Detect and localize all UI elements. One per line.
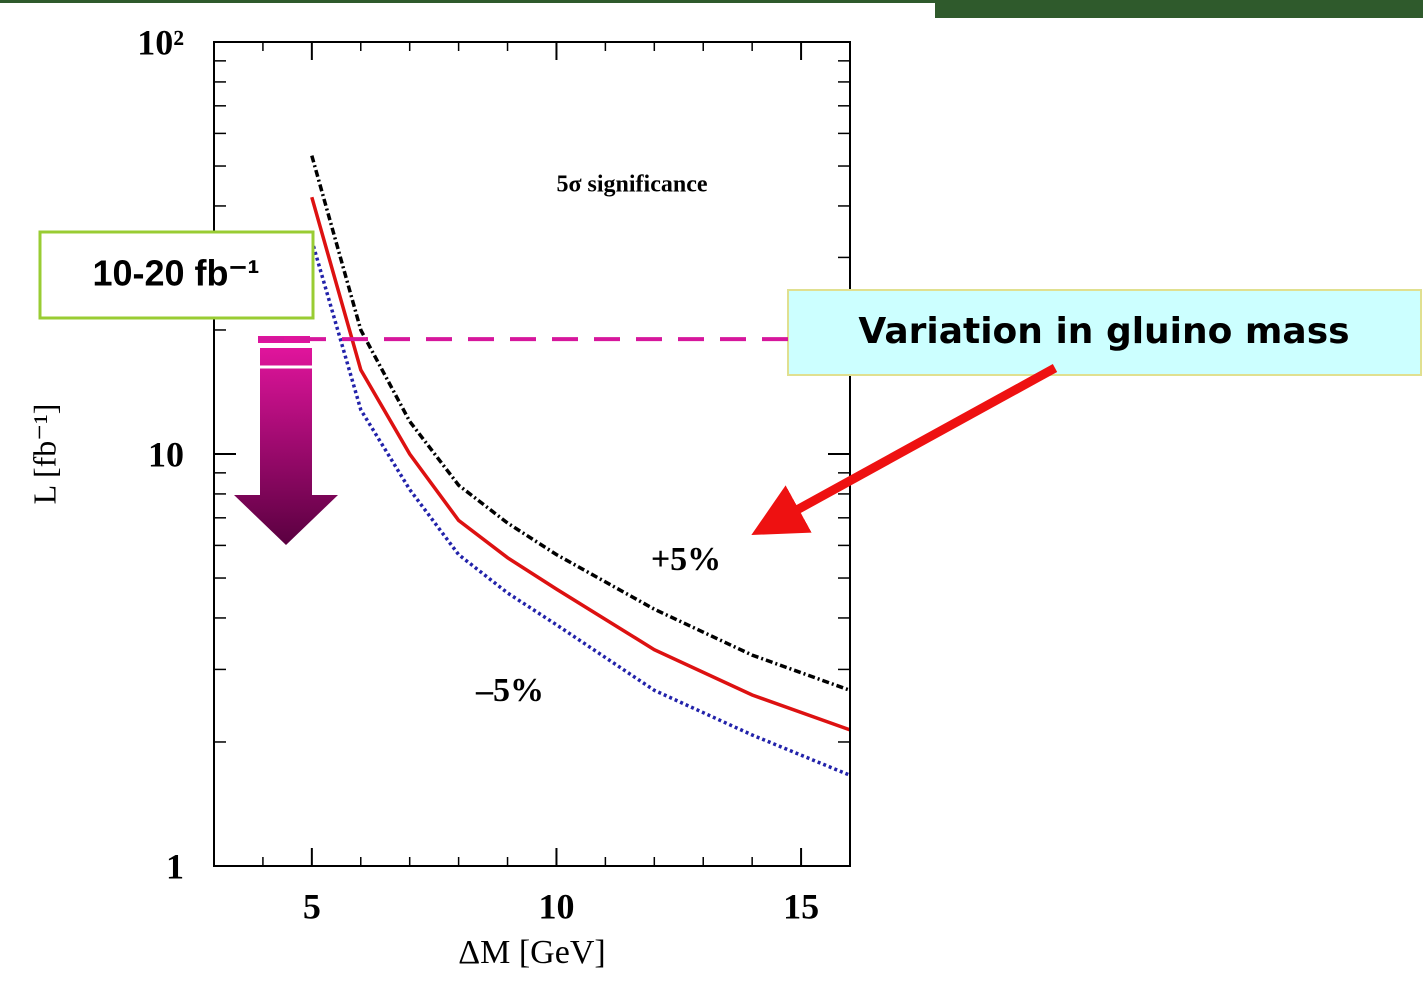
callout-text: Variation in gluino mass (858, 311, 1349, 352)
y-tick-label: 1 (166, 846, 184, 886)
callout-arrow (751, 364, 1058, 536)
callout-box (787, 289, 1422, 376)
y-tick-label: 10² (137, 22, 184, 62)
x-axis-label: ΔM [GeV] (458, 934, 605, 971)
series-line (310, 155, 851, 692)
y-tick-label: 10 (148, 434, 184, 474)
threshold-box (38, 230, 315, 320)
background-strip (0, 0, 935, 3)
background-strip (935, 0, 1423, 18)
x-tick-label: 5 (303, 886, 321, 926)
plot: 5 10 15 1 10 10² (137, 22, 851, 926)
x-tick-label: 15 (783, 886, 819, 926)
annotation: –5% (475, 672, 544, 709)
down-arrow (234, 348, 338, 545)
threshold-label: 10-20 fb⁻¹ (92, 253, 259, 294)
series-line (310, 239, 851, 777)
chart-title: 5σ significance (556, 172, 707, 198)
x-tick-label: 10 (538, 886, 574, 926)
series-line (310, 196, 851, 732)
annotation: +5% (651, 541, 721, 578)
plot-frame (213, 41, 851, 867)
y-axis-label: L [fb⁻¹] (26, 404, 62, 505)
